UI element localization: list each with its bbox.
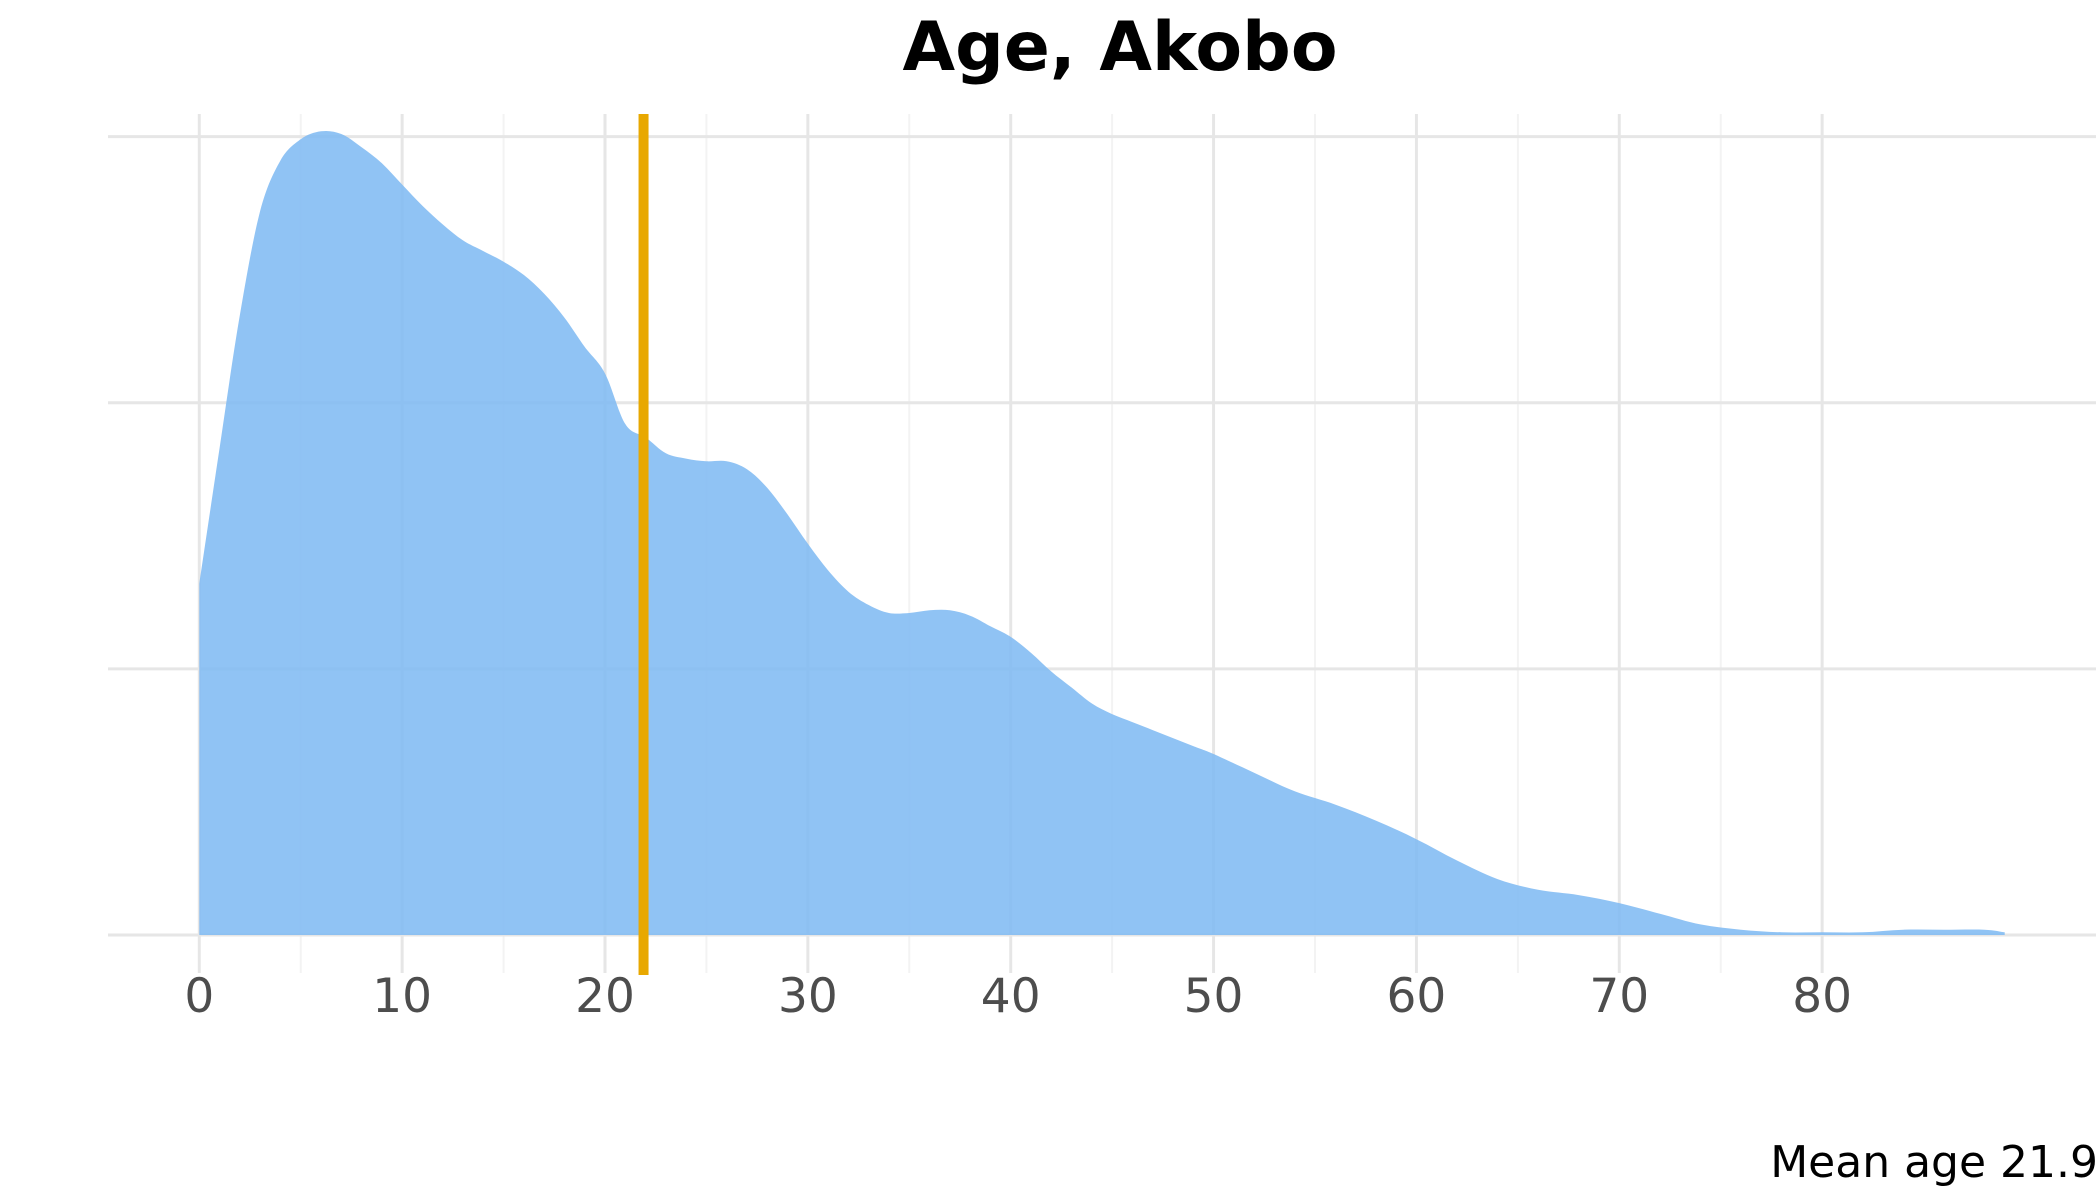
x-tick-label: 20: [575, 969, 635, 1024]
x-axis-tick-labels: 0 10 20 30 40 50 60 70 80: [184, 969, 1852, 1024]
x-tick-label: 80: [1792, 969, 1852, 1024]
x-tick-label: 0: [184, 969, 214, 1024]
chart-title: Age, Akobo: [902, 8, 1337, 87]
x-tick-label: 30: [778, 969, 838, 1024]
density-area-layer: [199, 130, 2005, 935]
x-tick-label: 40: [981, 969, 1041, 1024]
x-tick-label: 70: [1589, 969, 1649, 1024]
x-tick-label: 10: [372, 969, 432, 1024]
x-tick-label: 50: [1184, 969, 1244, 1024]
density-area: [199, 130, 2005, 935]
x-tick-label: 60: [1387, 969, 1447, 1024]
chart-caption: Mean age 21.9: [1770, 1137, 2098, 1188]
